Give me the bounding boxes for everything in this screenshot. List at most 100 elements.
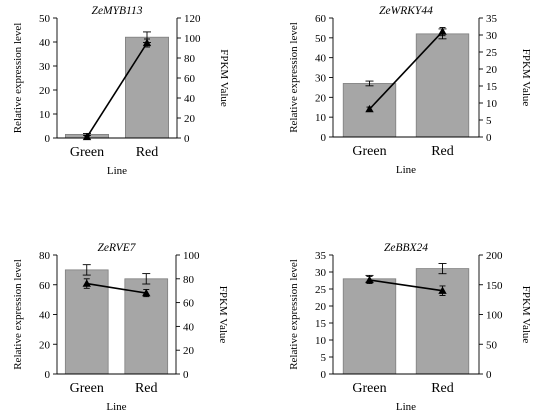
- bar-green: [342, 278, 397, 375]
- left-tick-label: 0: [321, 369, 327, 381]
- fpkm-marker-green: [365, 275, 374, 284]
- left-tick-label: 40: [39, 310, 51, 322]
- x-axis-title: Line: [396, 401, 416, 413]
- bar-error-bar: [438, 263, 447, 275]
- right-tick-label: 60: [183, 298, 195, 310]
- bar-red: [415, 268, 470, 375]
- left-tick-label: 60: [39, 280, 51, 292]
- left-tick-label: 30: [39, 61, 51, 73]
- left-tick-label: 40: [39, 37, 51, 49]
- category-label: Red: [431, 144, 454, 159]
- left-tick-label: 40: [315, 53, 327, 65]
- fpkm-line: [86, 282, 147, 294]
- fpkm-marker-green: [82, 279, 91, 287]
- left-tick-label: 80: [39, 250, 51, 262]
- bar-error-bar: [365, 80, 374, 87]
- right-tick-label: 0: [183, 369, 189, 381]
- bar-error-bar: [82, 264, 91, 276]
- left-axis-title: Relative expression level: [12, 259, 24, 370]
- left-tick-label: 50: [315, 33, 327, 45]
- right-tick-label: 30: [486, 30, 498, 42]
- right-tick-label: 120: [184, 13, 201, 25]
- right-tick-label: 35: [486, 13, 498, 25]
- category-label: Red: [135, 381, 158, 396]
- left-tick-label: 50: [39, 13, 51, 25]
- category-label: Green: [352, 381, 386, 396]
- left-tick-label: 10: [315, 335, 327, 347]
- fpkm-marker-red: [438, 286, 447, 294]
- right-tick-label: 100: [486, 310, 503, 322]
- fpkm-line: [368, 31, 444, 110]
- category-label: Red: [136, 145, 159, 160]
- right-tick-label: 80: [183, 274, 195, 286]
- bar-red: [125, 36, 170, 139]
- right-tick-label: 60: [184, 73, 196, 85]
- right-tick-label: 5: [486, 115, 492, 127]
- fpkm-line: [369, 279, 443, 292]
- panel-title: ZeMYB113: [92, 5, 143, 17]
- chart-panel-3: ZeRVE7 0 20 40 60 80 0 20 40 60 80 100 Green Red Line R…: [12, 242, 229, 413]
- left-tick-label: 0: [321, 132, 327, 144]
- right-tick-label: 0: [486, 369, 492, 381]
- right-tick-label: 0: [486, 132, 492, 144]
- right-axis-title: FPKM Value: [520, 286, 532, 344]
- right-tick-label: 10: [486, 98, 498, 110]
- category-label: Green: [352, 144, 386, 159]
- panel-title: ZeWRKY44: [379, 5, 433, 17]
- chart-panel-4: ZeBBX24 0 5 10 15 20 25 30 35 0 50 100 150 200 Green Re…: [288, 242, 532, 413]
- left-tick-label: 25: [315, 284, 327, 296]
- left-tick-label: 10: [39, 109, 51, 121]
- left-tick-label: 30: [315, 267, 327, 279]
- left-tick-label: 5: [321, 352, 327, 364]
- right-axis-title: FPKM Value: [217, 286, 229, 344]
- panel-title: ZeRVE7: [97, 242, 136, 254]
- fpkm-marker-red: [142, 288, 151, 297]
- right-tick-label: 40: [184, 93, 196, 105]
- left-tick-label: 30: [315, 73, 327, 85]
- right-tick-label: 20: [184, 113, 196, 125]
- left-axis-title: Relative expression level: [12, 23, 24, 134]
- left-tick-label: 35: [315, 250, 327, 262]
- x-axis-title: Line: [107, 165, 127, 177]
- fpkm-marker-red: [142, 38, 152, 47]
- right-tick-label: 25: [486, 47, 498, 59]
- right-tick-label: 80: [184, 53, 196, 65]
- category-label: Green: [70, 381, 104, 396]
- left-tick-label: 0: [45, 133, 51, 145]
- right-tick-label: 20: [486, 64, 498, 76]
- right-tick-label: 0: [184, 133, 190, 145]
- left-tick-label: 20: [39, 339, 51, 351]
- category-label: Red: [431, 381, 454, 396]
- left-axis-title: Relative expression level: [288, 22, 300, 133]
- right-tick-label: 100: [184, 33, 201, 45]
- left-tick-label: 10: [315, 112, 327, 124]
- right-axis-title: FPKM Value: [218, 49, 230, 107]
- left-axis-title: Relative expression level: [288, 259, 300, 370]
- x-axis-title: Line: [106, 401, 126, 413]
- fpkm-line: [86, 42, 148, 138]
- right-tick-label: 100: [183, 250, 200, 262]
- left-tick-label: 20: [39, 85, 51, 97]
- right-tick-label: 15: [486, 81, 498, 93]
- chart-panel-2: ZeWRKY44 0 10 20 30 40 50 60 0 5 10 15 20 25 30 35 Green…: [288, 5, 532, 176]
- right-tick-label: 20: [183, 345, 195, 357]
- right-tick-label: 40: [183, 321, 195, 333]
- category-label: Green: [70, 145, 104, 160]
- bar-red: [415, 33, 470, 138]
- left-tick-label: 60: [315, 13, 327, 25]
- chart-panel-1: ZeMYB113 0 10 20 30 40 50 0 20 40 60 80 100 120 Green R…: [12, 5, 230, 177]
- right-tick-label: 50: [486, 339, 498, 351]
- bar-error-bar: [142, 273, 151, 285]
- left-tick-label: 20: [315, 301, 327, 313]
- right-axis-title: FPKM Value: [520, 49, 532, 107]
- left-tick-label: 20: [315, 92, 327, 104]
- right-tick-label: 200: [486, 250, 503, 262]
- fpkm-marker-red: [438, 27, 447, 35]
- right-tick-label: 150: [486, 280, 503, 292]
- panel-title: ZeBBX24: [384, 242, 428, 254]
- left-tick-label: 0: [45, 369, 51, 381]
- left-tick-label: 15: [315, 318, 327, 330]
- x-axis-title: Line: [396, 164, 416, 176]
- fpkm-marker-green: [365, 104, 374, 113]
